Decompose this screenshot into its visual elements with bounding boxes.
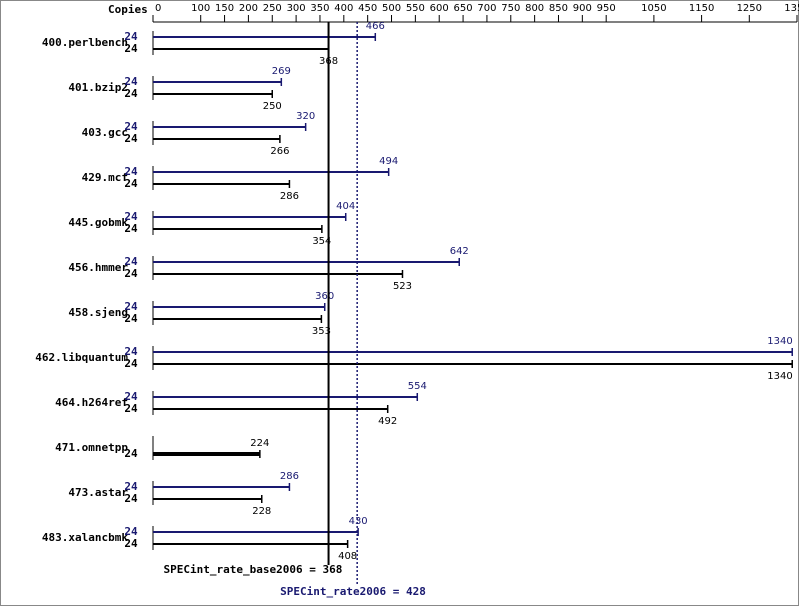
copies-label: 24	[124, 177, 138, 190]
value-label: 642	[450, 246, 469, 257]
benchmark-label: 403.gcc	[82, 126, 128, 139]
value-label: 554	[408, 381, 427, 392]
benchmark-label: 473.astar	[68, 486, 128, 499]
x-tick-label: 350	[310, 3, 329, 14]
copies-label: 24	[124, 345, 138, 358]
copies-label: 24	[124, 480, 138, 493]
value-label: 353	[312, 326, 331, 337]
value-label: 492	[378, 416, 397, 427]
x-tick-label: 100	[191, 3, 210, 14]
copies-label: 24	[124, 312, 138, 325]
x-tick-label: 150	[215, 3, 234, 14]
x-tick-label: 850	[549, 3, 568, 14]
value-label: 1340	[767, 336, 792, 347]
summary-label: SPECint_rate_base2006 = 368	[164, 563, 343, 576]
copies-label: 24	[124, 255, 138, 268]
copies-label: 24	[124, 537, 138, 550]
value-label: 523	[393, 281, 412, 292]
copies-label: 24	[124, 120, 138, 133]
copies-label: 24	[124, 42, 138, 55]
copies-label: 24	[124, 75, 138, 88]
value-label: 286	[280, 471, 299, 482]
x-tick-label: 600	[430, 3, 449, 14]
benchmark-label: 429.mcf	[82, 171, 128, 184]
copies-label: 24	[124, 222, 138, 235]
copies-label: 24	[124, 300, 138, 313]
value-label: 224	[250, 438, 269, 449]
x-tick-label: 250	[263, 3, 282, 14]
copies-label: 24	[124, 165, 138, 178]
x-tick-label: 1350	[784, 3, 799, 14]
copies-label: 24	[124, 132, 138, 145]
x-tick-label: 300	[287, 3, 306, 14]
benchmark-label: 483.xalancbmk	[42, 531, 128, 544]
x-tick-label: 650	[454, 3, 473, 14]
copies-label: 24	[124, 402, 138, 415]
copies-label: 24	[124, 447, 138, 460]
x-tick-label: 900	[573, 3, 592, 14]
benchmark-label: 400.perlbench	[42, 36, 128, 49]
value-label: 269	[272, 66, 291, 77]
x-tick-label: 450	[358, 3, 377, 14]
value-label: 494	[379, 156, 398, 167]
benchmark-label: 462.libquantum	[35, 351, 128, 364]
benchmark-label: 458.sjeng	[68, 306, 128, 319]
x-tick-label: 700	[477, 3, 496, 14]
x-tick-label: 1050	[641, 3, 666, 14]
benchmark-label: 471.omnetpp	[55, 441, 128, 454]
summary-label: SPECint_rate2006 = 428	[280, 585, 426, 598]
benchmark-label: 456.hmmer	[68, 261, 128, 274]
value-label: 320	[296, 111, 315, 122]
x-tick-label: 200	[239, 3, 258, 14]
x-tick-label: 1250	[737, 3, 762, 14]
x-tick-label: 400	[334, 3, 353, 14]
value-label: 430	[349, 516, 368, 527]
x-tick-label: 750	[501, 3, 520, 14]
value-label: 404	[336, 201, 355, 212]
value-label: 286	[280, 191, 299, 202]
value-label: 250	[263, 101, 282, 112]
copies-label: 24	[124, 390, 138, 403]
x-tick-label: 0	[155, 3, 161, 14]
benchmark-label: 445.gobmk	[68, 216, 128, 229]
value-label: 266	[270, 146, 289, 157]
x-tick-label: 950	[597, 3, 616, 14]
copies-label: 24	[124, 87, 138, 100]
value-label: 354	[312, 236, 331, 247]
copies-header: Copies	[108, 3, 148, 16]
value-label: 466	[366, 21, 385, 32]
x-tick-label: 1150	[689, 3, 714, 14]
value-label: 228	[252, 506, 271, 517]
x-tick-label: 500	[382, 3, 401, 14]
x-tick-label: 550	[406, 3, 425, 14]
copies-label: 24	[124, 30, 138, 43]
copies-label: 24	[124, 267, 138, 280]
copies-label: 24	[124, 357, 138, 370]
benchmark-label: 464.h264ref	[55, 396, 128, 409]
copies-label: 24	[124, 492, 138, 505]
value-label: 408	[338, 551, 357, 562]
copies-label: 24	[124, 525, 138, 538]
benchmark-label: 401.bzip2	[68, 81, 128, 94]
value-label: 360	[315, 291, 334, 302]
value-label: 1340	[767, 371, 792, 382]
x-tick-label: 800	[525, 3, 544, 14]
copies-label: 24	[124, 210, 138, 223]
